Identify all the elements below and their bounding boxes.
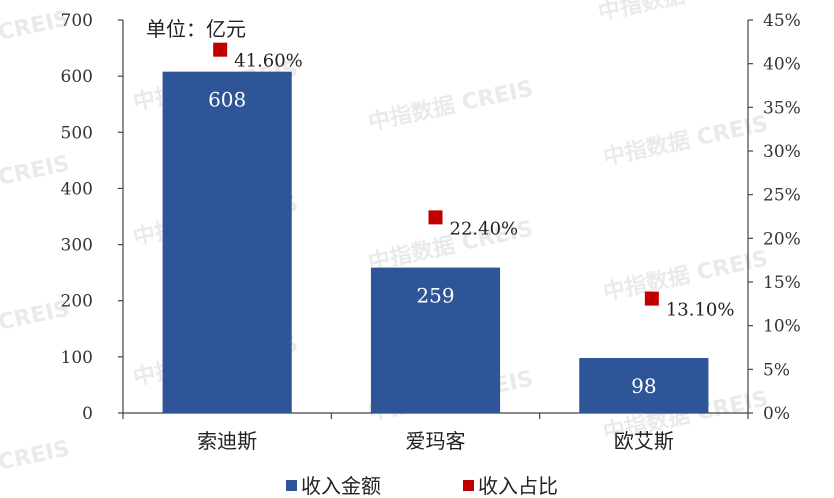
left-tick-label: 500 bbox=[61, 123, 93, 143]
left-tick-label: 200 bbox=[61, 292, 93, 312]
legend-label-share: 收入占比 bbox=[478, 474, 558, 498]
right-tick-label: 20% bbox=[763, 229, 801, 249]
watermark-text: 中指数据 CREIS bbox=[601, 111, 771, 171]
legend-swatch-revenue bbox=[286, 480, 297, 491]
right-tick-label: 35% bbox=[763, 98, 801, 118]
right-tick-label: 5% bbox=[763, 360, 790, 380]
right-y-axis: 0% 5% 10% 15% 20% 25% 30% 35% 40% 45% bbox=[747, 11, 801, 424]
right-tick-label: 15% bbox=[763, 273, 801, 293]
x-category-label: 爱玛客 bbox=[406, 429, 466, 453]
watermark-text: 中指数据 CREIS bbox=[366, 76, 536, 136]
left-tick-label: 600 bbox=[61, 67, 93, 87]
left-tick-label: 300 bbox=[61, 236, 93, 256]
scatter-point bbox=[644, 291, 659, 306]
watermark-text: 中指数据 CREIS bbox=[596, 0, 766, 26]
scatter-point bbox=[213, 42, 228, 57]
watermark-text: 中指数据 CREIS bbox=[601, 246, 771, 306]
right-tick-label: 10% bbox=[763, 317, 801, 337]
point-data-label: 13.10% bbox=[666, 300, 735, 321]
unit-label: 单位：亿元 bbox=[146, 17, 246, 41]
right-tick-label: 25% bbox=[763, 186, 801, 206]
bar-data-label: 98 bbox=[631, 374, 656, 398]
right-tick-label: 45% bbox=[763, 11, 801, 31]
watermark-text: CREIS bbox=[0, 436, 72, 475]
left-tick-label: 700 bbox=[61, 11, 93, 31]
x-axis: 索迪斯 爱玛客 欧艾斯 bbox=[122, 412, 749, 453]
legend-label-revenue: 收入金额 bbox=[301, 474, 381, 498]
bar bbox=[370, 267, 501, 413]
right-tick-label: 40% bbox=[763, 55, 801, 75]
left-y-axis: 0 100 200 300 400 500 600 700 bbox=[61, 11, 124, 424]
left-tick-label: 0 bbox=[82, 404, 93, 424]
left-tick-label: 100 bbox=[61, 348, 93, 368]
left-tick-label: 400 bbox=[61, 179, 93, 199]
legend-swatch-share bbox=[463, 480, 474, 491]
bar bbox=[162, 71, 292, 413]
bar-series: 608 259 98 bbox=[162, 71, 709, 413]
scatter-series: 41.60% 22.40% 13.10% bbox=[213, 42, 735, 321]
point-data-label: 41.60% bbox=[234, 51, 303, 72]
right-tick-label: 0% bbox=[763, 404, 790, 424]
right-tick-label: 30% bbox=[763, 142, 801, 162]
x-category-label: 欧艾斯 bbox=[614, 429, 674, 453]
scatter-point bbox=[428, 210, 443, 225]
bar-data-label: 259 bbox=[416, 284, 454, 308]
point-data-label: 22.40% bbox=[450, 218, 519, 239]
bar-data-label: 608 bbox=[208, 88, 246, 112]
x-category-label: 索迪斯 bbox=[197, 429, 257, 453]
legend: 收入金额 收入占比 bbox=[286, 474, 558, 498]
bar bbox=[579, 357, 709, 413]
